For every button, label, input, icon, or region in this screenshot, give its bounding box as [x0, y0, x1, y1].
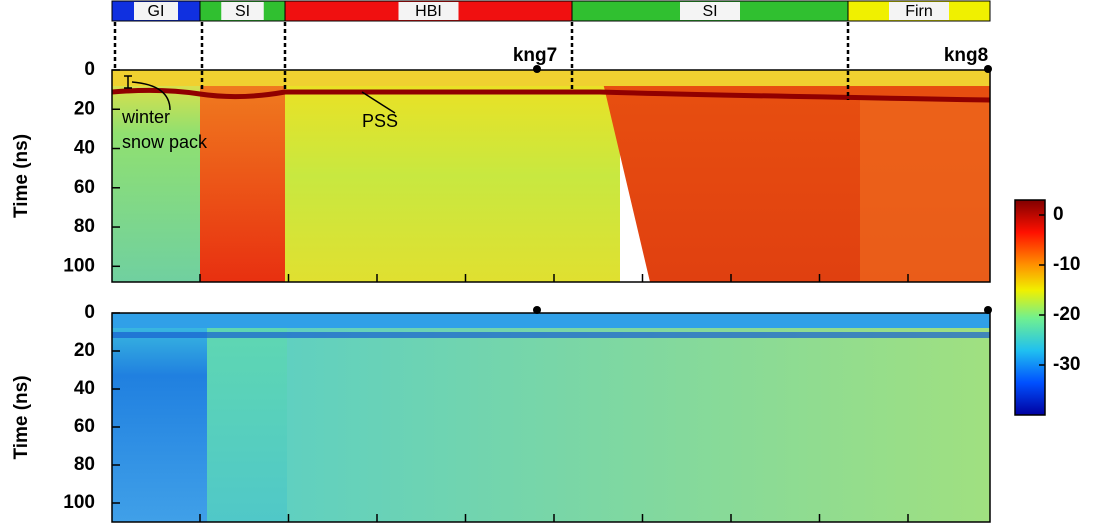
marker-label: kng7 — [513, 45, 557, 66]
annotation: PSS — [362, 111, 398, 131]
y-tick-label: 80 — [74, 454, 95, 475]
y-tick-label: 60 — [74, 416, 95, 437]
annotation-arrows — [124, 75, 396, 114]
y-axis-label: Time (ns) — [11, 134, 32, 218]
colorbar-tick-label: 0 — [1053, 204, 1064, 225]
y-tick-label: 0 — [84, 302, 95, 323]
zone-label-box — [680, 2, 740, 20]
y-tick-label: 40 — [74, 378, 95, 399]
zone-label: SI — [235, 3, 250, 20]
zone-label-box — [221, 2, 264, 20]
y-tick-label: 0 — [84, 59, 95, 80]
colorbar-tick-label: -10 — [1053, 254, 1080, 275]
zone-label: SI — [702, 3, 717, 20]
y-tick-label: 80 — [74, 216, 95, 237]
zone-label-box — [134, 2, 178, 20]
y-tick-label: 100 — [63, 255, 95, 276]
radargram-images — [111, 70, 991, 522]
marker-dot — [533, 306, 541, 314]
y-axis-label: Time (ns) — [11, 375, 32, 459]
y-tick-label: 40 — [74, 138, 95, 159]
colorbar-tick-label: -20 — [1053, 304, 1080, 325]
zone-label: GI — [148, 3, 165, 20]
y-tick-label: 20 — [74, 340, 95, 361]
marker-dot — [533, 65, 541, 73]
zone-label: Firn — [905, 3, 933, 20]
marker-dot — [984, 65, 992, 73]
y-tick-label: 60 — [74, 177, 95, 198]
colorbar-tick-label: -30 — [1053, 354, 1080, 375]
y-tick-label: 100 — [63, 492, 95, 513]
zone-label-box — [889, 2, 949, 20]
marker-dot — [984, 306, 992, 314]
marker-label: kng8 — [944, 45, 988, 66]
annotation: winter — [121, 107, 170, 127]
annotation: snow pack — [122, 132, 208, 152]
zone-label-box — [398, 2, 459, 20]
frames — [111, 69, 1046, 523]
y-tick-label: 20 — [74, 98, 95, 119]
zone-dividers — [113, 22, 850, 100]
zone-label: HBI — [415, 3, 442, 20]
